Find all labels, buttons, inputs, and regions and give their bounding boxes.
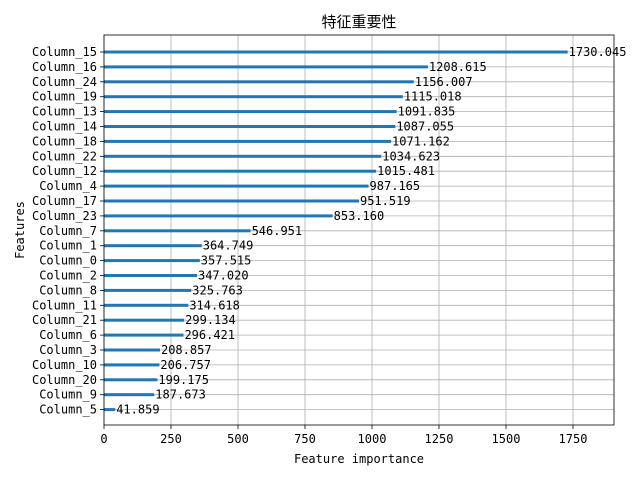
value-label: 41.859 xyxy=(116,403,159,417)
y-tick-label: Column_1 xyxy=(39,239,97,253)
value-label: 1087.055 xyxy=(396,120,454,134)
bar xyxy=(104,288,192,292)
value-label: 1208.615 xyxy=(429,60,487,74)
x-tick-label: 1000 xyxy=(358,432,387,446)
value-label: 299.134 xyxy=(185,313,236,327)
y-tick-label: Column_9 xyxy=(39,388,97,402)
x-tick-label: 1500 xyxy=(492,432,521,446)
y-tick-label: Column_14 xyxy=(32,120,97,134)
x-tick-label: 500 xyxy=(227,432,249,446)
x-tick-label: 0 xyxy=(100,432,107,446)
y-tick-label: Column_19 xyxy=(32,90,97,104)
value-label: 1091.835 xyxy=(398,105,456,119)
y-tick-label: Column_2 xyxy=(39,269,97,283)
y-tick-label: Column_20 xyxy=(32,373,97,387)
bar xyxy=(104,169,377,173)
value-label: 1156.007 xyxy=(415,75,473,89)
bar xyxy=(104,259,200,263)
bar xyxy=(104,50,568,54)
bar xyxy=(104,125,396,128)
y-tick-label: Column_10 xyxy=(32,358,97,372)
value-label: 314.618 xyxy=(189,298,240,312)
y-tick-label: Column_17 xyxy=(32,194,97,208)
x-tick-label: 1750 xyxy=(559,432,588,446)
value-label: 1034.623 xyxy=(382,149,440,163)
bar xyxy=(104,139,392,143)
bar xyxy=(104,154,382,158)
bar-layer xyxy=(104,50,568,412)
y-tick-label: Column_8 xyxy=(39,283,97,297)
y-tick-label: Column_15 xyxy=(32,45,97,59)
y-tick-label: Column_6 xyxy=(39,328,97,342)
bar xyxy=(104,363,160,367)
y-tick-label: Column_24 xyxy=(32,75,97,89)
bar xyxy=(104,348,160,352)
value-label: 206.757 xyxy=(160,358,211,372)
y-tick-label: Column_4 xyxy=(39,179,97,193)
value-label: 987.165 xyxy=(370,179,421,193)
chart-title: 特征重要性 xyxy=(321,13,396,31)
value-label: 296.421 xyxy=(184,328,235,342)
value-label: 357.515 xyxy=(201,254,252,268)
y-tick-label: Column_13 xyxy=(32,105,97,119)
bar xyxy=(104,110,397,114)
bar xyxy=(104,318,185,322)
y-tick-label: Column_21 xyxy=(32,313,97,327)
y-tick-label: Column_5 xyxy=(39,403,97,417)
bar xyxy=(104,80,414,84)
value-label: 325.763 xyxy=(192,283,243,297)
x-tick-label: 250 xyxy=(160,432,182,446)
value-label: 1730.045 xyxy=(569,45,627,59)
bar xyxy=(104,65,428,69)
x-tick-layer: 0 250 500 750 1000 1250 1500 1750 xyxy=(100,425,587,446)
value-label: 853.160 xyxy=(334,209,385,223)
y-tick-label: Column_3 xyxy=(39,343,97,357)
bar xyxy=(104,333,184,337)
y-tick-label: Column_23 xyxy=(32,209,97,223)
bar xyxy=(104,274,197,277)
y-tick-label: Column_11 xyxy=(32,298,97,312)
value-label: 951.519 xyxy=(360,194,411,208)
value-label: 546.951 xyxy=(252,224,303,238)
y-tick-label: Column_22 xyxy=(32,149,97,163)
bar xyxy=(104,393,155,397)
y-tick-label: Column_12 xyxy=(32,164,97,178)
x-tick-label: 1250 xyxy=(425,432,454,446)
y-tick-label: Column_16 xyxy=(32,60,97,74)
x-tick-label: 750 xyxy=(294,432,316,446)
y-axis-label: Features xyxy=(13,201,27,259)
value-label: 199.175 xyxy=(158,373,209,387)
bar xyxy=(104,244,202,248)
value-label: 1115.018 xyxy=(404,90,462,104)
value-label: 1015.481 xyxy=(377,164,435,178)
bar xyxy=(104,303,189,307)
y-tick-label: Column_7 xyxy=(39,224,97,238)
bar xyxy=(104,184,369,188)
value-label: 347.020 xyxy=(198,269,249,283)
bar xyxy=(104,95,403,99)
plot-frame xyxy=(103,34,615,426)
y-tick-layer: Column_15Column_16Column_24Column_19Colu… xyxy=(32,45,104,417)
bar xyxy=(104,199,359,203)
value-label: 1071.162 xyxy=(392,134,450,148)
value-label: 364.749 xyxy=(203,239,254,253)
value-label: 208.857 xyxy=(161,343,212,357)
bar xyxy=(104,229,251,233)
bar xyxy=(104,408,116,412)
bar xyxy=(104,378,158,382)
y-tick-label: Column_18 xyxy=(32,134,97,148)
value-label-layer: 1730.045 1208.6151156.0071115.0181091.835… xyxy=(116,45,626,417)
y-tick-label: Column_0 xyxy=(39,254,97,268)
value-label: 187.673 xyxy=(155,388,206,402)
x-axis-label: Feature importance xyxy=(294,452,424,466)
bar xyxy=(104,214,333,218)
